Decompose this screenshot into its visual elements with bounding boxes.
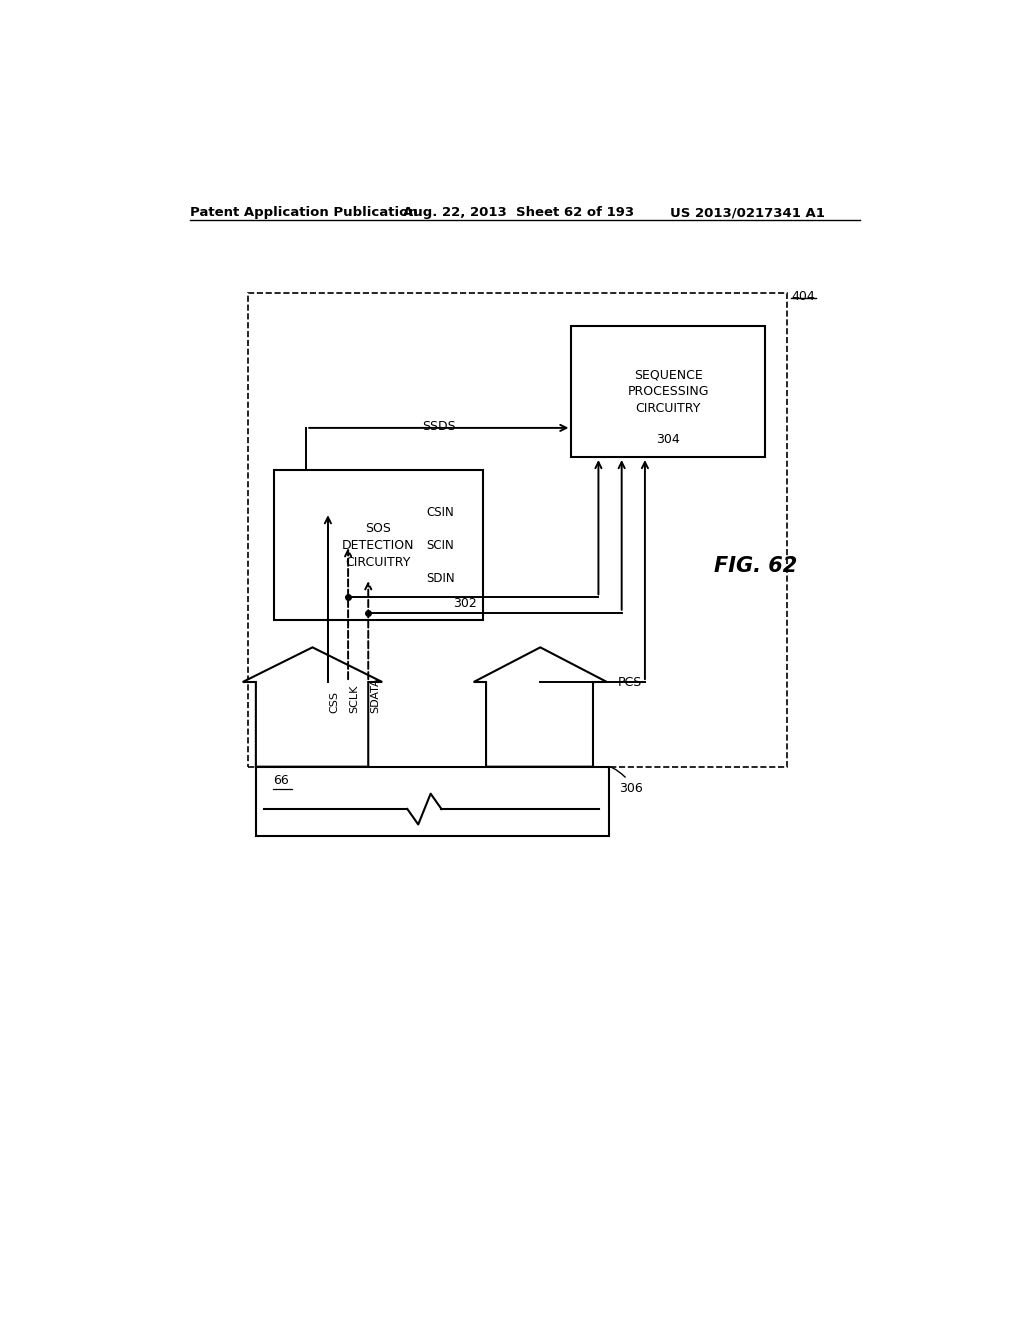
Text: 306: 306: [620, 781, 643, 795]
Text: Aug. 22, 2013  Sheet 62 of 193: Aug. 22, 2013 Sheet 62 of 193: [403, 206, 634, 219]
Bar: [571, 326, 765, 457]
Text: US 2013/0217341 A1: US 2013/0217341 A1: [671, 206, 825, 219]
Polygon shape: [243, 647, 382, 767]
Text: CSS: CSS: [330, 690, 340, 713]
Bar: [256, 767, 608, 836]
Text: FIG. 62: FIG. 62: [714, 557, 798, 577]
Polygon shape: [474, 647, 607, 767]
Bar: [248, 293, 786, 767]
Text: CSIN: CSIN: [426, 506, 455, 519]
Text: SSDS: SSDS: [422, 420, 456, 433]
Text: 304: 304: [656, 433, 680, 446]
Text: 404: 404: [792, 290, 815, 304]
Text: PCS: PCS: [617, 676, 642, 689]
Text: 302: 302: [453, 597, 477, 610]
Text: 66: 66: [273, 774, 289, 787]
Text: SCLK: SCLK: [349, 685, 359, 713]
Text: DETECTION: DETECTION: [342, 539, 415, 552]
Text: SCIN: SCIN: [426, 539, 455, 552]
Text: CIRCUITRY: CIRCUITRY: [346, 556, 411, 569]
Text: Patent Application Publication: Patent Application Publication: [190, 206, 418, 219]
Text: PROCESSING: PROCESSING: [628, 385, 709, 399]
Text: CIRCUITRY: CIRCUITRY: [636, 403, 700, 416]
Text: SDATA: SDATA: [370, 677, 380, 713]
Text: SDIN: SDIN: [426, 572, 455, 585]
Bar: [273, 470, 483, 620]
Text: SEQUENCE: SEQUENCE: [634, 368, 702, 381]
Text: SOS: SOS: [366, 521, 391, 535]
